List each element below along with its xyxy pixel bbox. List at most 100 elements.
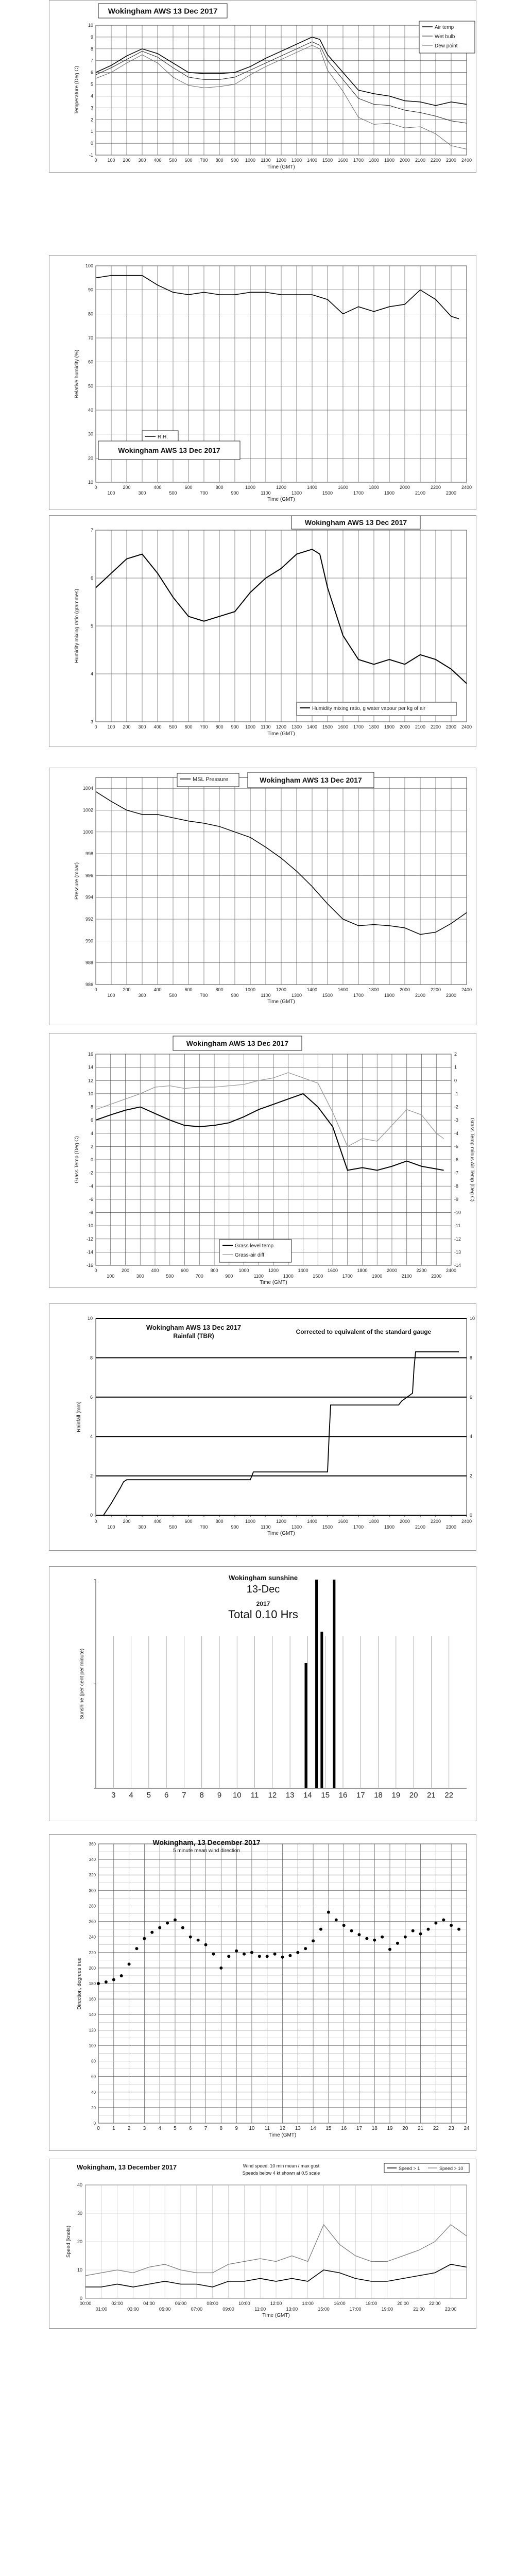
x-tick-label: 2100	[415, 724, 425, 730]
x-axis-label: Time (GMT)	[269, 2132, 297, 2138]
chart-title: Wokingham AWS 13 Dec 2017	[146, 1324, 241, 1331]
x-tick-label: 700	[200, 158, 208, 163]
y2-tick-label: -5	[454, 1144, 458, 1149]
direction-point	[166, 1921, 169, 1925]
y-tick-label: 100	[89, 2043, 96, 2048]
y-tick-label: 5	[91, 82, 93, 87]
x-tick-label: 2300	[446, 158, 456, 163]
x-tick-label: 2000	[400, 987, 410, 992]
direction-point	[304, 1947, 307, 1951]
y-tick-label: 60	[88, 360, 93, 365]
x-tick-label: 300	[138, 1524, 146, 1530]
y-axis-label: Speed (knots)	[66, 2226, 72, 2258]
y-tick-label: 40	[88, 408, 93, 413]
x-tick-label: 03:00	[127, 2307, 139, 2312]
direction-point	[227, 1955, 231, 1958]
y-tick-label: 70	[88, 335, 93, 341]
x-tick-label: 2000	[400, 724, 410, 730]
x-tick-label: 1900	[384, 1524, 394, 1530]
x-tick-label: 900	[231, 724, 238, 730]
y-tick-label: -1	[89, 152, 93, 158]
x-tick-label: 1900	[372, 1274, 382, 1279]
y-tick-label: -14	[87, 1249, 93, 1255]
y-tick-label: 80	[91, 2059, 96, 2064]
x-tick-label: 23:00	[445, 2307, 457, 2312]
y-tick-label: 6	[91, 575, 93, 581]
y-tick-label: 280	[89, 1904, 96, 1908]
y-tick-label: 340	[89, 1857, 96, 1862]
y2-tick-label: 0	[470, 1513, 472, 1518]
sunshine-bar	[320, 1632, 323, 1788]
chart-panel-humidity: 0 100 200 300 400 500 600 700 800 900 1000 1100 1200…	[49, 255, 476, 510]
x-tick-label: 2000	[400, 158, 410, 163]
x-tick-label: 4	[158, 2126, 161, 2131]
x-tick-label: 800	[210, 1268, 218, 1273]
chart-title: Wokingham sunshine	[229, 1574, 298, 1582]
x-tick-label: 19	[392, 1791, 401, 1800]
x-tick-label: 1200	[276, 485, 286, 490]
x-tick-label: 1500	[322, 993, 333, 998]
direction-point	[219, 1966, 223, 1970]
series-line-pressure	[95, 791, 467, 935]
x-tick-label: 6	[189, 2126, 192, 2131]
x-tick-label: 1600	[328, 1268, 338, 1273]
y-tick-label: 10	[88, 1091, 93, 1096]
x-tick-label: 12:00	[270, 2301, 282, 2306]
y2-tick-label: -4	[454, 1131, 458, 1136]
y-tick-label: 2	[91, 117, 93, 122]
y-tick-label: 30	[77, 2211, 82, 2216]
x-tick-label: 1400	[307, 485, 317, 490]
sunshine-bar	[304, 1663, 307, 1788]
y-tick-label: 9	[91, 35, 93, 40]
y2-tick-label: -2	[454, 1105, 458, 1110]
x-tick-label: 1500	[322, 724, 333, 730]
x-tick-label: 1000	[245, 158, 255, 163]
y-tick-label: 20	[88, 455, 93, 461]
y-tick-label: 988	[85, 960, 93, 965]
chart-panel-rainfall: 0 100 200 300 400 500 600 700 800 900 1000 1100 1200…	[49, 1303, 476, 1551]
legend-label: MSL Pressure	[193, 776, 228, 783]
direction-point	[457, 1927, 461, 1931]
direction-point	[403, 1935, 407, 1939]
x-tick-label: 2400	[461, 1519, 472, 1524]
x-tick-label: 2200	[431, 485, 441, 490]
y2-tick-label: -6	[454, 1157, 458, 1162]
y-tick-label: 12	[88, 1078, 93, 1083]
x-tick-label: 1900	[384, 993, 394, 998]
direction-point	[127, 1962, 131, 1966]
y-tick-label: -2	[89, 1171, 93, 1176]
x-tick-label: 1000	[245, 485, 255, 490]
x-tick-label: 100	[107, 1524, 115, 1530]
direction-point	[442, 1918, 445, 1922]
direction-point	[150, 1930, 154, 1934]
x-tick-label: 00:00	[80, 2301, 92, 2306]
y-axis-label: Direction, degrees true	[77, 1957, 82, 2010]
y-tick-label: 8	[91, 46, 93, 52]
series-line-grass-air-diff	[95, 1072, 444, 1147]
x-tick-label: 1500	[322, 1524, 333, 1530]
x-tick-label: 20:00	[397, 2301, 409, 2306]
x-tick-label: 18	[372, 2126, 378, 2131]
sunshine-bar	[315, 1580, 318, 1788]
y-tick-label: 5	[91, 623, 93, 629]
x-tick-label: 2400	[461, 724, 472, 730]
x-tick-label: 0	[94, 1268, 97, 1273]
chart-subtitle: 13-Dec	[247, 1584, 280, 1595]
chart-panel-grass-temp: 0 100 200 300 400 500 600 700 800 900 1000 1100 1200…	[49, 1033, 476, 1288]
direction-point	[135, 1947, 139, 1951]
y-tick-label: 8	[91, 1105, 93, 1110]
x-tick-label: 600	[184, 1519, 192, 1524]
direction-point	[258, 1955, 261, 1958]
direction-point	[350, 1929, 353, 1933]
x-tick-label: 1600	[338, 724, 348, 730]
series-line-1	[95, 41, 467, 124]
y2-tick-label: 8	[470, 1355, 472, 1360]
direction-point	[365, 1937, 369, 1940]
x-tick-label: 2200	[416, 1268, 426, 1273]
x-tick-label: 16	[341, 2126, 347, 2131]
series-line-rainfall	[103, 1351, 459, 1516]
x-tick-label: 1700	[353, 1524, 364, 1530]
y-tick-label: 50	[88, 383, 93, 388]
legend-label: Wet bulb	[435, 34, 455, 40]
x-tick-label: 400	[153, 158, 161, 163]
